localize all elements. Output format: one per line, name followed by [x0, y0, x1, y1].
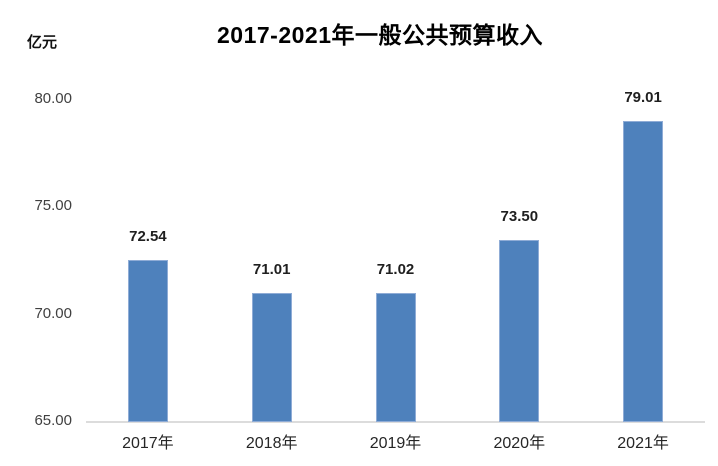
y-axis-tick-label: 70.00 [34, 304, 72, 322]
x-axis-category-label: 2018年 [245, 435, 298, 452]
bar [375, 292, 416, 422]
x-axis-category-label: 2017年 [122, 435, 174, 452]
y-axis-tick-label: 80.00 [34, 90, 72, 107]
bar-value-label: 79.01 [624, 89, 662, 107]
y-axis-unit-label: 亿元 [27, 34, 58, 51]
bar-value-label: 73.50 [500, 207, 539, 225]
bar [251, 292, 292, 422]
bar [127, 260, 168, 422]
bar-value-label: 72.54 [129, 228, 167, 246]
bar [623, 121, 664, 422]
x-axis-line [86, 421, 705, 423]
x-axis-category-label: 2021年 [617, 435, 669, 452]
chart-title: 2017-2021年一般公共预算收入 [217, 22, 543, 48]
y-axis-tick-label: 75.00 [34, 197, 72, 215]
bar-value-label: 71.01 [252, 260, 291, 278]
y-axis-tick-label: 65.00 [34, 412, 72, 429]
bar [499, 239, 540, 422]
bar-value-label: 71.02 [376, 260, 415, 278]
x-axis-category-label: 2019年 [369, 435, 422, 452]
x-axis-category-label: 2020年 [493, 435, 546, 452]
